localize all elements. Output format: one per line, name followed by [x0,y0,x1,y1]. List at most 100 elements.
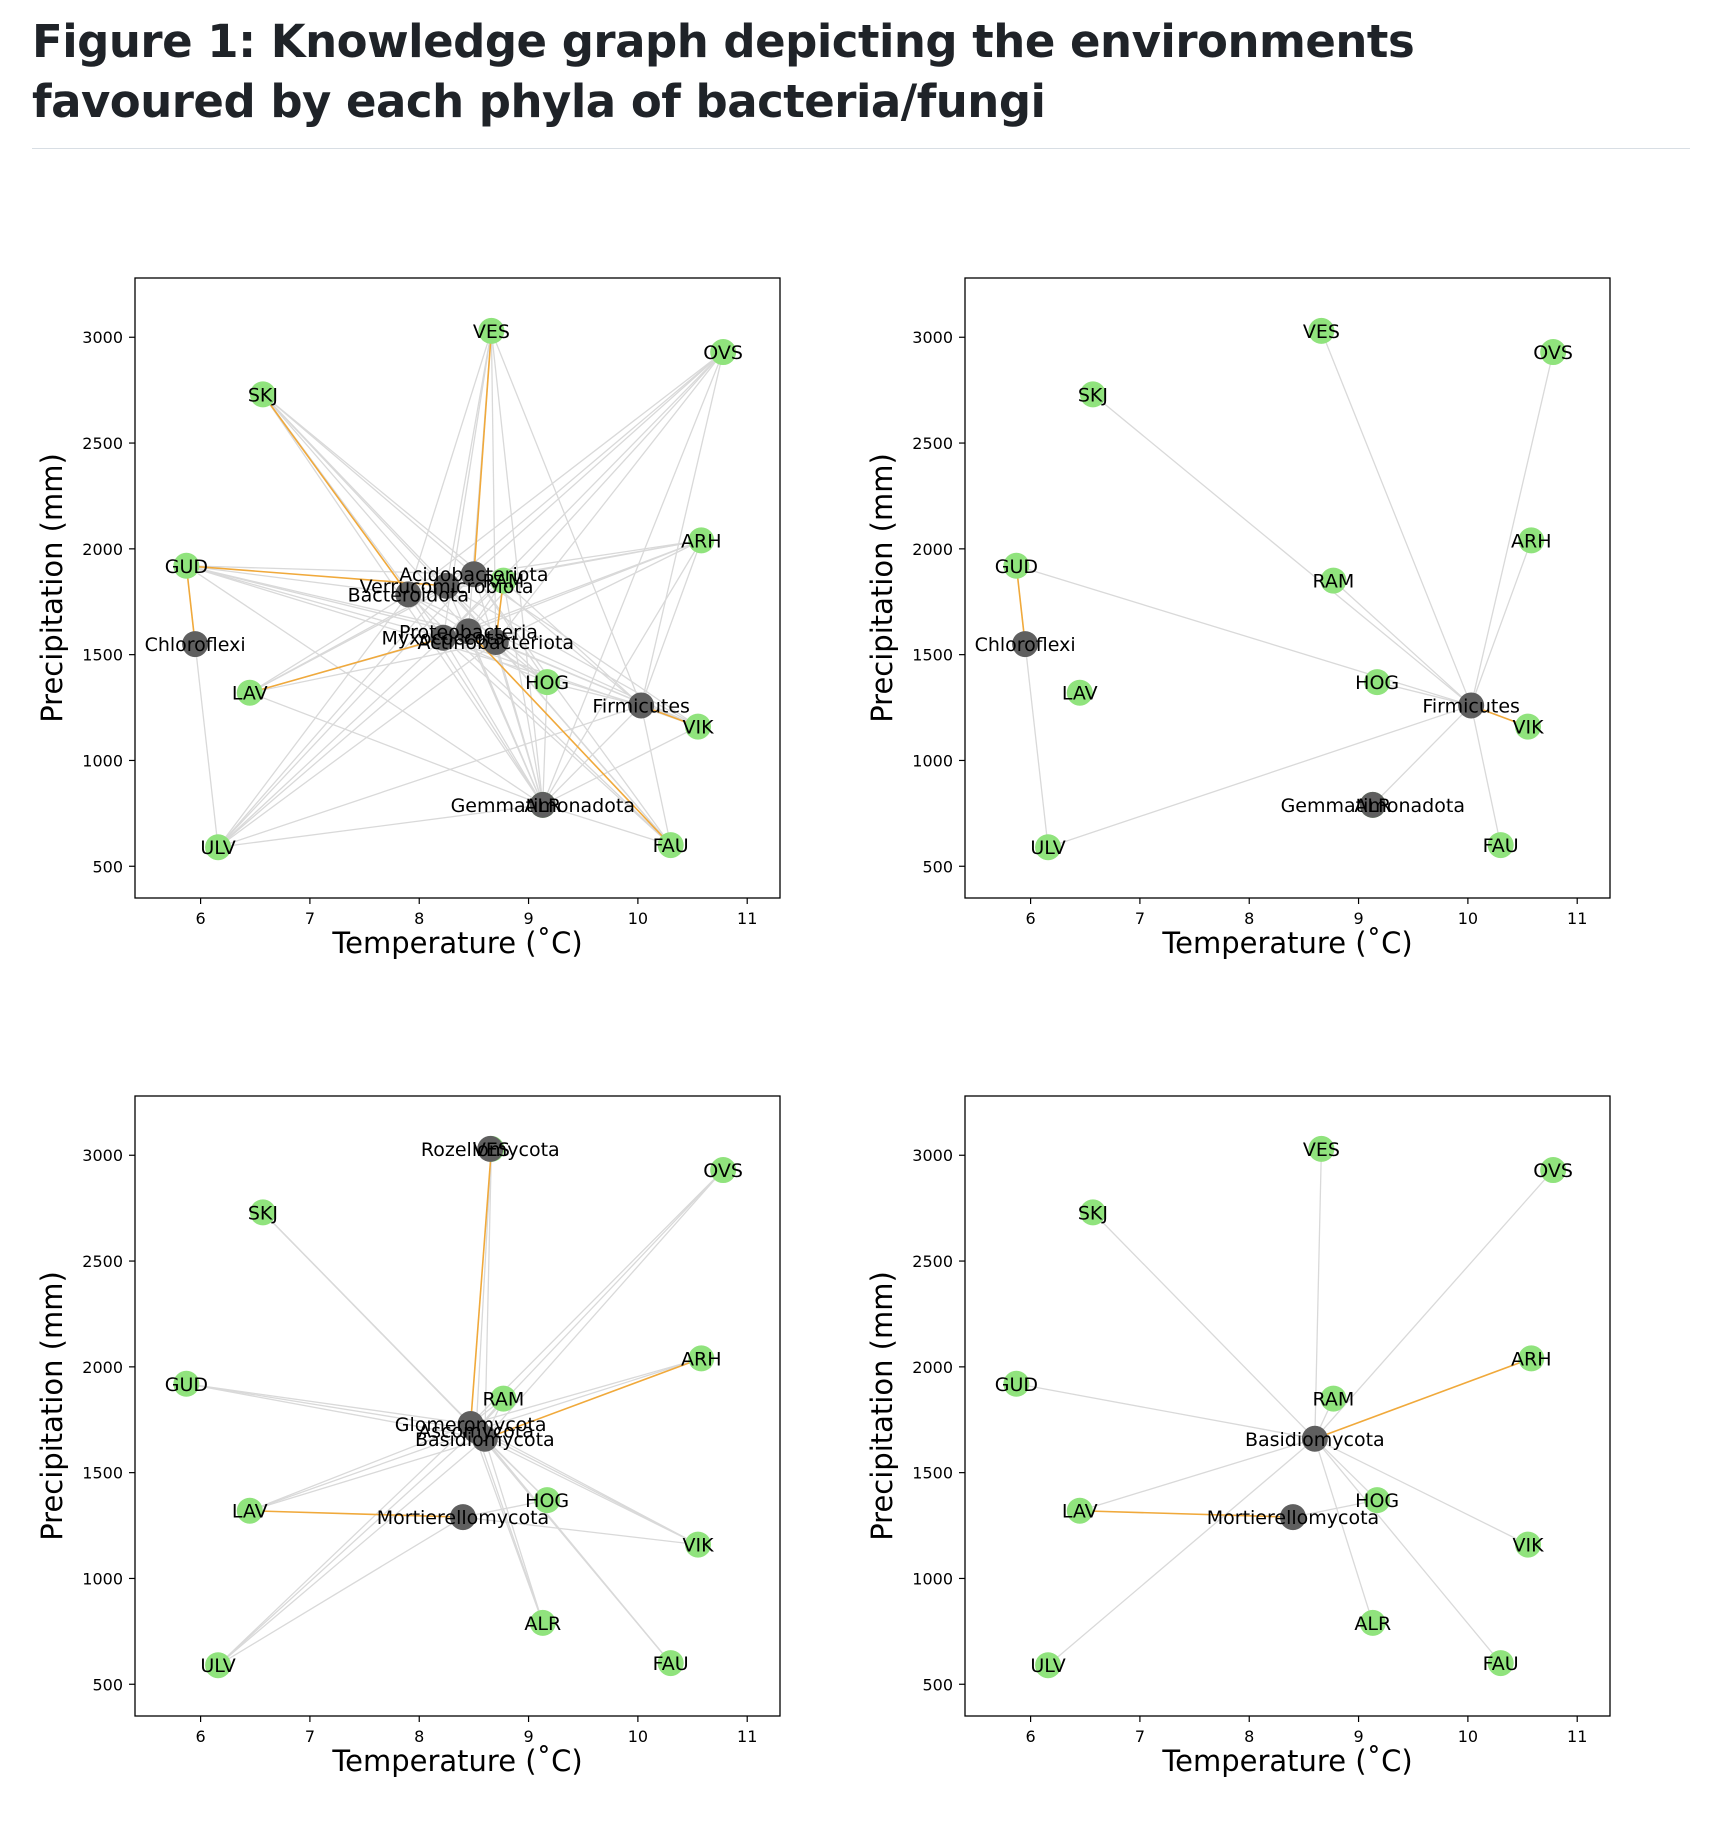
x-ticks: 6 7 8 9 10 11 [1025,898,1587,928]
nodes [1003,317,1567,861]
edge-actinobacteriota-fau [495,641,672,846]
x-tick-label: 8 [414,909,424,928]
y-axis-label: Precipitation (mm) [35,1271,69,1541]
edge-mortierellomycota-hog [1292,1499,1378,1518]
chart-panel-bottom-left: VES OVS SKJ ARH GUD RAM LAV HOG VIK ALR FAU ULV Roze… [12,1058,792,1778]
phylum-node-verrucomicrobiota [433,572,460,599]
highlight-edge-basidiomycota-arh [484,1357,702,1440]
x-tick-label: 10 [1458,1727,1478,1746]
site-node-hog [534,669,561,696]
edge-firmicutes-ves [1320,330,1472,706]
site-node-fau [1487,1650,1514,1677]
node-label-rozellomycota: Rozellomycota [421,1139,560,1161]
x-tick-label: 10 [1458,909,1478,928]
edge-actinobacteriota-skj [262,393,497,643]
edge-acidobacteriota-hog [473,573,548,683]
x-tick-label: 11 [737,909,757,928]
y-ticks: 500 1000 1500 2000 2500 3000 [912,1146,965,1694]
x-axis-label: Temperature (˚C) [1161,926,1412,960]
y-ticks: 500 1000 1500 2000 2500 3000 [912,328,965,876]
site-node-lav [1066,1497,1093,1524]
node-label-ulv: ULV [200,1655,235,1677]
knowledge-graph-chart: VES OVS SKJ ARH GUD RAM LAV HOG VIK ALR FAU ULV Acid… [35,277,781,960]
edge-actinobacteriota-vik [495,641,699,728]
phylum-node-gemmatimonadota [529,791,556,818]
x-tick-label: 8 [414,1727,424,1746]
node-label-alr: ALR [1354,795,1391,817]
site-node-ves [1308,317,1335,344]
edge-proteobacteria-ulv [217,630,469,848]
edge-basidiomycota-ovs [484,1169,724,1440]
node-label-alr: ALR [524,795,561,817]
site-node-arh [1518,527,1545,554]
edge-ascomycota-ves [475,1148,493,1431]
x-axis-label: Temperature (˚C) [1161,1744,1412,1778]
site-node-gud [1003,552,1030,579]
title-divider [32,148,1690,149]
phylum-node-myxococcota [430,624,457,651]
node-label-arh: ARH [1511,1348,1552,1370]
edge-firmicutes-alr [1372,704,1472,806]
phylum-node-acidobacteriota [460,561,487,588]
edge-bacteroidota-ovs [407,351,724,595]
edge-basidiomycota-skj [262,1211,486,1440]
edge-gemmatimonadota-fau [542,804,671,846]
node-label-chloroflexi: Chloroflexi [975,634,1076,656]
edge-basidiomycota-fau [484,1438,672,1664]
site-node-alr [1359,1609,1386,1636]
y-tick-label: 500 [922,1675,953,1694]
y-tick-label: 3000 [82,328,123,347]
y-ticks: 500 1000 1500 2000 2500 3000 [82,328,135,876]
edge-chloroflexi-ulv [1024,644,1049,848]
node-label-hog: HOG [1355,672,1399,694]
site-node-skj [249,381,276,408]
x-axis-label: Temperature (˚C) [331,926,582,960]
edge-basidiomycota-ves [484,1148,493,1439]
edge-mortierellomycota-ulv [217,1516,464,1666]
edge-firmicutes-ovs [640,351,724,706]
site-node-gud [173,552,200,579]
x-tick-label: 9 [523,909,533,928]
x-tick-label: 8 [1244,1727,1254,1746]
chart-panel-top-right: VES OVS SKJ ARH GUD RAM LAV HOG VIK ALR FAU ULV Chlo… [842,240,1622,960]
site-node-ram [1320,567,1347,594]
edge-acidobacteriota-skj [262,393,475,575]
x-ticks: 6 7 8 9 10 11 [195,1716,757,1746]
edge-gemmatimonadota-gud [186,565,544,806]
x-tick-label: 6 [195,909,205,928]
x-tick-label: 7 [305,1727,315,1746]
nodes [1003,1135,1567,1679]
site-node-ram [1320,1385,1347,1412]
edge-bacteroidota-gud [186,565,409,595]
node-label-ves: VES [473,321,510,343]
edge-ascomycota-arh [475,1357,702,1431]
site-node-skj [1079,381,1106,408]
y-axis-label: Precipitation (mm) [865,453,899,723]
x-tick-label: 6 [195,1727,205,1746]
edge-firmicutes-gud [186,565,642,707]
highlight-edge-acidobacteriota-ves [473,330,493,575]
edge-myxococcota-ulv [217,637,444,848]
node-label-ascomycota: Ascomycota [418,1420,534,1442]
node-labels: VES OVS SKJ ARH GUD RAM LAV HOG VIK ALR FAU ULV Basi… [995,1139,1573,1677]
site-node-alr [529,1609,556,1636]
site-node-arh [1518,1345,1545,1372]
edge-mortierellomycota-hog [462,1499,548,1518]
edge-basidiomycota-ves [1314,1148,1323,1439]
site-node-fau [1487,832,1514,859]
edge-actinobacteriota-ovs [495,351,724,643]
y-axis-label: Precipitation (mm) [35,453,69,723]
phylum-node-proteobacteria [455,618,482,645]
edge-proteobacteria-alr [467,631,544,806]
site-node-ves [478,317,505,344]
edge-gemmatimonadota-arh [542,540,702,806]
node-label-ram: RAM [483,1389,525,1411]
node-label-mortierellomycota: Mortierellomycota [377,1507,549,1529]
site-node-lav [236,1497,263,1524]
edge-acidobacteriota-gud [186,565,474,575]
site-node-fau [657,832,684,859]
phylum-node-gemmatimonadota [1359,791,1386,818]
node-label-firmicutes: Firmicutes [592,695,690,717]
node-label-ves: VES [1303,321,1340,343]
site-node-hog [534,1487,561,1514]
